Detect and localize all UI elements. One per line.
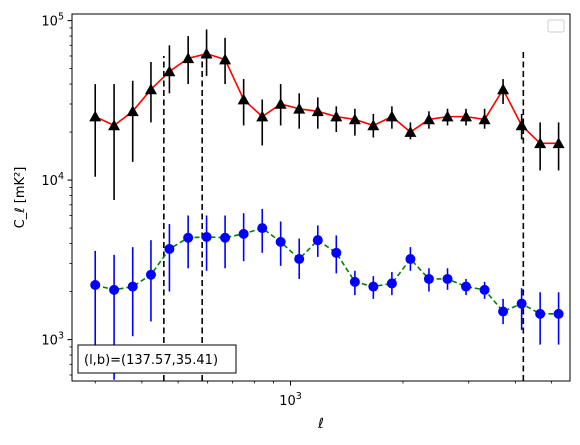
series-1-point-3	[126, 105, 139, 117]
series-2-point-22	[479, 284, 490, 295]
y-tick-label-3: 105	[41, 12, 64, 30]
vertical-lines	[163, 50, 525, 381]
series-2-point-6	[183, 232, 194, 243]
series-2-point-23	[498, 306, 509, 317]
series-1-point-17	[385, 110, 398, 122]
series-1-point-18	[404, 126, 417, 137]
series-2-point-9	[238, 228, 249, 239]
axis-labels: ℓ C_ℓ [mK²]	[13, 167, 324, 432]
series-1-point-11	[274, 97, 287, 109]
series-2-point-16	[368, 281, 379, 292]
series-1	[89, 29, 565, 201]
series-2-point-7	[201, 231, 212, 242]
series-1-point-6	[182, 52, 195, 64]
series-1-point-20	[441, 110, 454, 122]
series-2-point-15	[349, 276, 360, 287]
series-2-point-3	[127, 281, 138, 292]
series-1-point-12	[293, 102, 306, 114]
series-1-point-15	[348, 113, 361, 125]
series-1-point-1	[89, 110, 102, 122]
annotation-text: (l,b)=(137.57,35.41)	[84, 353, 218, 368]
axes-layer: 103 103 104 105	[41, 12, 571, 409]
series-2-point-24	[516, 298, 527, 309]
annotation-box	[77, 344, 237, 374]
series-2-point-14	[331, 247, 342, 258]
plot-frame	[71, 13, 571, 382]
series-1-line	[94, 52, 559, 145]
x-tick-label-1: 103	[279, 391, 302, 409]
series-2-point-2	[109, 284, 120, 295]
series-1-point-2	[108, 119, 121, 131]
series-2-point-13	[312, 235, 323, 246]
series-2-point-19	[423, 273, 434, 284]
series-1-point-9	[237, 93, 250, 105]
series-1-point-4	[144, 83, 157, 95]
legend-box	[547, 19, 565, 33]
series-2-point-21	[461, 281, 472, 292]
series-1-point-16	[367, 119, 380, 131]
series-2-point-11	[275, 236, 286, 247]
y-tick-label-2: 104	[41, 171, 64, 189]
series-1-point-10	[256, 110, 269, 122]
series-1-point-8	[219, 53, 232, 65]
series-1-point-7	[200, 47, 213, 59]
series-2-point-1	[90, 279, 101, 290]
series-2-point-4	[145, 269, 156, 280]
series-2-point-20	[442, 273, 453, 284]
series-1-point-13	[311, 105, 324, 117]
x-axis-label: ℓ	[317, 416, 324, 432]
series-1-point-21	[460, 110, 473, 122]
series-1-point-14	[330, 110, 343, 122]
series-1-point-5	[163, 65, 176, 77]
series-2-point-10	[257, 223, 268, 234]
series-1-point-19	[422, 113, 435, 125]
series-2-line	[95, 227, 559, 315]
series-1-point-23	[497, 83, 510, 95]
series-2-point-18	[405, 254, 416, 265]
series-layer	[89, 29, 565, 380]
series-2-point-26	[553, 308, 564, 319]
series-2-point-17	[386, 278, 397, 289]
series-2-point-25	[535, 308, 546, 319]
y-axis-label: C_ℓ [mK²]	[13, 167, 28, 229]
series-1-point-25	[534, 137, 547, 149]
legend-layer	[547, 19, 565, 33]
series-1-point-26	[552, 137, 565, 149]
annotation-layer: (l,b)=(137.57,35.41)	[77, 344, 237, 374]
series-2-point-12	[294, 254, 305, 265]
y-tick-label-1: 103	[41, 331, 64, 349]
series-2-point-5	[164, 243, 175, 254]
series-1-point-22	[478, 113, 491, 125]
series-2-point-8	[220, 232, 231, 243]
series-1-point-24	[515, 119, 528, 131]
